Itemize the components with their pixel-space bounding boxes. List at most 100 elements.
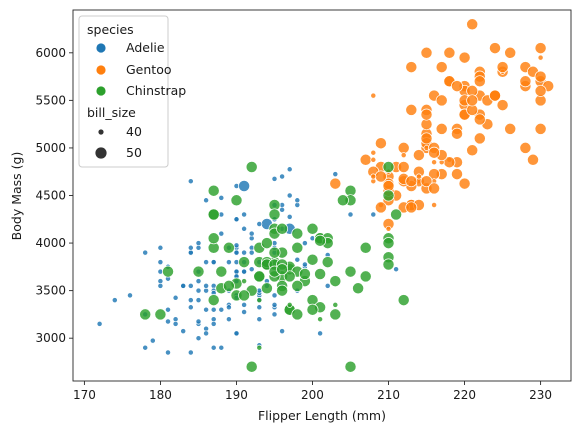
- point-adelie: [225, 304, 232, 311]
- point-adelie: [317, 330, 324, 337]
- point-gentoo: [496, 61, 509, 74]
- point-gentoo: [374, 201, 387, 214]
- point-chinstrap: [207, 232, 220, 245]
- point-adelie: [187, 349, 194, 356]
- point-gentoo: [329, 177, 342, 190]
- point-adelie: [271, 175, 278, 182]
- point-adelie: [233, 268, 240, 275]
- x-axis-label: Flipper Length (mm): [258, 408, 386, 423]
- point-adelie: [149, 337, 156, 344]
- point-adelie: [218, 306, 225, 313]
- point-gentoo: [435, 94, 448, 107]
- point-chinstrap: [291, 279, 304, 292]
- point-adelie: [256, 316, 263, 323]
- point-adelie: [256, 221, 263, 227]
- legend-size-marker-50: [95, 147, 107, 159]
- point-adelie: [279, 206, 286, 213]
- point-adelie: [332, 171, 339, 178]
- point-gentoo: [431, 159, 438, 166]
- point-chinstrap: [306, 253, 319, 266]
- point-adelie: [180, 328, 187, 335]
- point-gentoo: [466, 144, 479, 157]
- y-tick-label: 4500: [35, 189, 66, 203]
- point-adelie: [286, 166, 293, 173]
- point-adelie: [218, 344, 225, 351]
- point-chinstrap: [382, 189, 395, 202]
- point-chinstrap: [317, 316, 324, 323]
- point-adelie: [165, 306, 171, 313]
- point-gentoo: [496, 99, 509, 112]
- point-adelie: [233, 249, 240, 256]
- point-adelie: [172, 294, 179, 301]
- point-chinstrap: [359, 241, 372, 254]
- point-gentoo: [420, 46, 433, 59]
- point-gentoo: [405, 175, 418, 188]
- point-chinstrap: [222, 241, 235, 254]
- point-adelie: [203, 259, 210, 266]
- point-adelie: [142, 249, 149, 256]
- point-chinstrap: [245, 360, 258, 373]
- point-adelie: [271, 301, 278, 308]
- y-tick-label: 3500: [35, 284, 66, 298]
- point-chinstrap: [207, 184, 220, 197]
- point-gentoo: [534, 42, 547, 55]
- point-gentoo: [435, 61, 448, 74]
- point-adelie: [233, 216, 240, 223]
- legend-label-adelie: Adelie: [126, 40, 165, 55]
- point-gentoo: [400, 152, 407, 159]
- point-gentoo: [420, 108, 433, 121]
- point-chinstrap: [314, 268, 327, 280]
- point-gentoo: [374, 170, 387, 183]
- point-gentoo: [458, 177, 471, 190]
- point-gentoo: [405, 61, 418, 74]
- x-tick-label: 190: [225, 388, 248, 402]
- point-adelie: [286, 192, 293, 199]
- point-adelie: [241, 301, 248, 308]
- y-tick-label: 4000: [35, 236, 66, 250]
- point-gentoo: [359, 153, 372, 166]
- point-adelie: [241, 309, 248, 315]
- point-chinstrap: [230, 194, 243, 207]
- point-adelie: [294, 197, 301, 204]
- point-chinstrap: [260, 237, 273, 250]
- point-adelie: [165, 349, 171, 356]
- legend-size-label-50: 50: [126, 145, 142, 160]
- point-gentoo: [473, 132, 486, 145]
- x-tick-label: 220: [453, 388, 476, 402]
- point-adelie: [127, 292, 133, 299]
- point-adelie: [142, 344, 149, 351]
- point-gentoo: [443, 46, 456, 59]
- legend-marker-chinstrap: [96, 86, 106, 96]
- point-adelie: [241, 225, 248, 232]
- point-adelie: [210, 259, 217, 266]
- point-adelie: [187, 244, 194, 251]
- point-gentoo: [397, 161, 410, 173]
- x-tick-label: 170: [73, 388, 96, 402]
- point-gentoo: [370, 156, 377, 163]
- point-adelie: [225, 259, 232, 266]
- point-gentoo: [370, 92, 377, 99]
- point-adelie: [157, 282, 164, 289]
- point-chinstrap: [359, 270, 372, 283]
- point-adelie: [301, 261, 308, 268]
- point-adelie: [241, 249, 248, 256]
- point-adelie: [370, 211, 377, 218]
- point-gentoo: [374, 137, 387, 150]
- point-chinstrap: [207, 208, 220, 221]
- x-tick-label: 210: [377, 388, 400, 402]
- point-gentoo: [519, 141, 532, 154]
- point-adelie: [301, 240, 308, 247]
- point-adelie: [157, 278, 164, 285]
- point-gentoo: [451, 80, 463, 93]
- point-chinstrap: [207, 294, 220, 307]
- point-adelie: [96, 320, 103, 327]
- point-gentoo: [405, 103, 418, 116]
- point-adelie: [241, 268, 248, 275]
- x-tick-label: 230: [529, 388, 552, 402]
- point-chinstrap: [291, 241, 304, 254]
- point-adelie: [187, 178, 194, 185]
- point-chinstrap: [256, 297, 263, 304]
- point-chinstrap: [283, 270, 296, 283]
- point-gentoo: [504, 122, 517, 135]
